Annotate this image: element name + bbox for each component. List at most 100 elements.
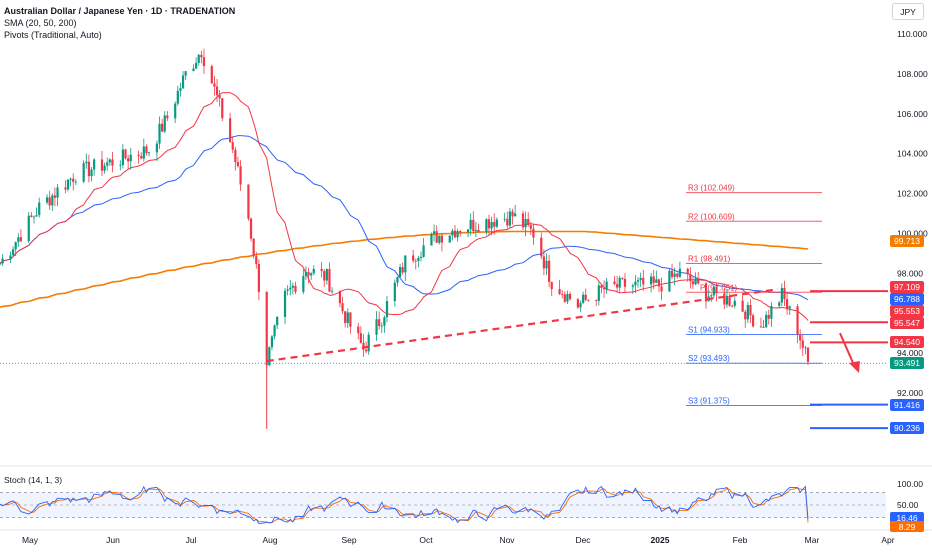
candle-body: [286, 289, 289, 291]
symbol-title[interactable]: Australian Dollar / Japanese Yen · 1D · …: [4, 6, 236, 16]
candle-body: [344, 311, 347, 324]
candle-body: [229, 118, 232, 143]
candle-body: [192, 68, 195, 72]
stoch-indicator-label[interactable]: Stoch (14, 1, 3): [4, 475, 63, 485]
candle-body: [124, 149, 127, 159]
candle-body: [72, 178, 75, 182]
candle-body: [459, 231, 462, 233]
y-tick-label: 98.000: [897, 268, 923, 278]
candle-body: [783, 287, 786, 300]
candle-body: [231, 142, 234, 150]
candle-body: [66, 179, 70, 190]
price-badge-label: 95.547: [894, 318, 920, 328]
bearish-arrow-shaft: [839, 332, 855, 366]
candle-body: [401, 267, 404, 273]
candle-body: [304, 271, 308, 277]
support-trendline[interactable]: [266, 288, 779, 363]
candle-body: [495, 219, 498, 227]
price-badge-label: 94.540: [894, 337, 920, 347]
candle-body: [247, 184, 250, 219]
candle-body: [283, 290, 287, 317]
candle-body: [529, 225, 532, 229]
candle-body: [751, 315, 755, 327]
candle-body: [404, 255, 407, 273]
candle-body: [100, 159, 104, 171]
candle-body: [532, 228, 535, 238]
candle-body: [485, 219, 488, 233]
candle-body: [741, 300, 744, 312]
candle-body: [566, 293, 569, 302]
pivot-label-s3: S3 (91.375): [688, 396, 730, 405]
candle-body: [655, 279, 658, 283]
candle-body: [121, 149, 124, 165]
candle-body: [362, 342, 365, 350]
currency-button[interactable]: JPY: [892, 3, 924, 20]
candle-body: [704, 283, 708, 302]
candle-body: [788, 306, 791, 309]
candle-body: [749, 304, 752, 316]
candle-body: [310, 273, 313, 276]
candle-body: [252, 238, 255, 257]
candle-body: [806, 347, 810, 362]
candle-body: [697, 278, 700, 284]
candle-body: [127, 158, 130, 162]
sma-indicator-label[interactable]: SMA (20, 50, 200): [4, 18, 77, 28]
candle-body: [380, 325, 383, 327]
candle-body: [451, 230, 454, 236]
candle-body: [472, 219, 475, 231]
candle-body: [759, 326, 763, 328]
pivots-indicator-label[interactable]: Pivots (Traditional, Auto): [4, 30, 102, 40]
candle-body: [145, 146, 148, 154]
candle-body: [723, 293, 726, 305]
candle-body: [414, 260, 417, 262]
candle-body: [595, 300, 598, 302]
candle-body: [85, 161, 88, 164]
sma50-line[interactable]: [0, 135, 809, 301]
candle-body: [174, 103, 177, 119]
candle-body: [490, 222, 493, 229]
candle-body: [474, 229, 478, 231]
candle-body: [184, 71, 187, 76]
price-badge: [890, 293, 924, 305]
candle-body: [576, 299, 579, 308]
sma200-line[interactable]: [0, 230, 809, 308]
pivot-label-s1: S1 (94.933): [688, 326, 730, 335]
candle-body: [210, 66, 213, 84]
candle-body: [438, 235, 441, 243]
x-tick-label: Nov: [499, 535, 515, 545]
bearish-arrow-head: [849, 361, 860, 374]
price-badge: [890, 235, 924, 247]
candle-body: [349, 312, 352, 327]
price-badge: [890, 317, 924, 329]
candle-body: [469, 219, 472, 230]
candle-body: [493, 222, 496, 227]
stoch-badge-label: 16.46: [896, 513, 918, 523]
x-tick-label: Apr: [881, 535, 894, 545]
candle-body: [602, 287, 606, 290]
candle-body: [487, 219, 491, 229]
candle-body: [200, 54, 203, 58]
sma20-line[interactable]: [0, 92, 809, 321]
stoch-y-tick: 50.00: [897, 500, 919, 510]
price-badge-label: 91.416: [894, 400, 920, 410]
candle-body: [731, 305, 734, 307]
pivot-label-p: P (97.051): [700, 283, 738, 292]
candle-body: [422, 245, 425, 257]
candle-body: [9, 255, 12, 259]
stoch-k-line[interactable]: [0, 485, 809, 525]
candle-body: [435, 231, 438, 243]
candle-body: [320, 268, 323, 272]
price-badge-label: 90.236: [894, 423, 920, 433]
candle-body: [289, 287, 292, 290]
candle-body: [636, 280, 640, 282]
pivot-label-r2: R2 (100.609): [688, 212, 735, 221]
candle-body: [419, 256, 423, 258]
candle-body: [163, 115, 166, 132]
candle-body: [69, 178, 72, 180]
x-tick-label: Jul: [186, 535, 197, 545]
candle-body: [215, 86, 219, 96]
candle-body: [32, 216, 36, 218]
candle-body: [587, 299, 590, 301]
candle-body: [383, 317, 386, 326]
